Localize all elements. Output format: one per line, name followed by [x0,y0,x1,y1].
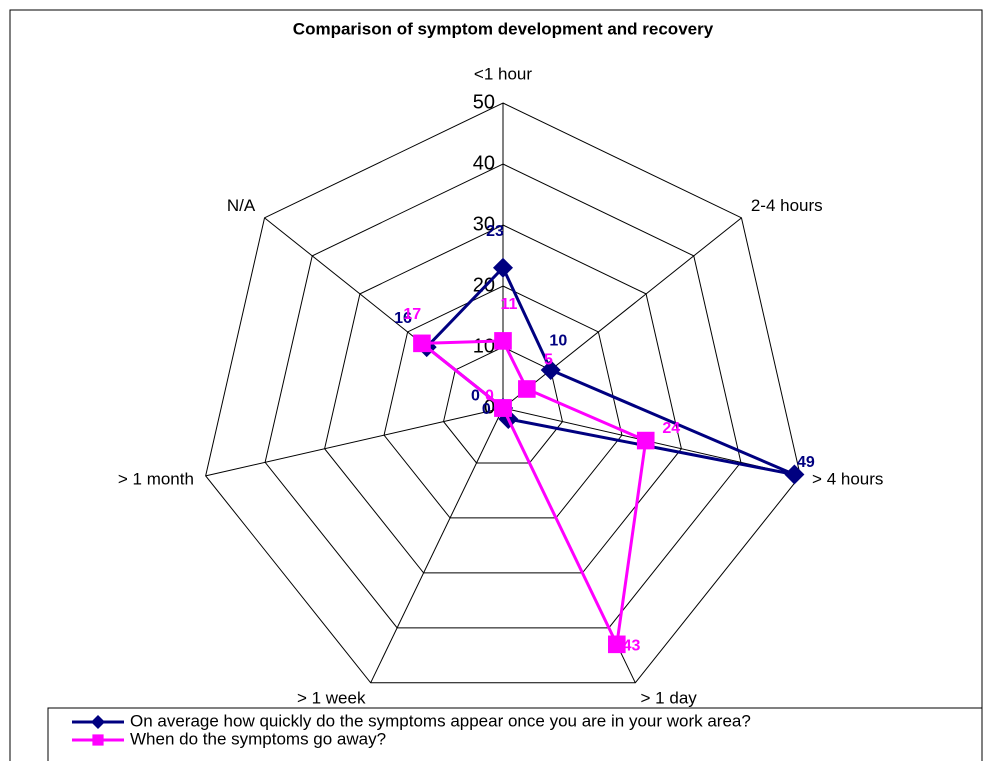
axis-spoke [370,407,504,684]
data-label: 16 [394,310,412,327]
marker [413,334,431,353]
grid-line [442,346,564,464]
grid-line [383,285,623,519]
legend-box [47,707,983,761]
marker [636,431,655,450]
marker [91,715,105,729]
category-label: > 1 week [297,688,366,707]
marker [518,380,536,398]
category-label: > 1 month [118,469,194,488]
grid-line [324,224,682,574]
marker [494,399,512,417]
data-label: 0 [485,388,494,405]
category-label: 2-4 hours [751,196,823,215]
marker [784,464,805,485]
axis-spoke [502,217,742,409]
data-label: 43 [623,638,641,655]
y-tick-label: 50 [473,91,495,113]
marker [493,257,513,278]
legend-label: When do the symptoms go away? [130,729,386,748]
y-tick-label: 10 [473,335,495,357]
data-label: 23 [486,223,504,240]
y-tick-label: 30 [473,213,495,235]
y-tick-label: 40 [473,152,495,174]
chart-title: Comparison of symptom development and re… [293,19,714,38]
category-label: > 4 hours [812,469,883,488]
chart-border [9,9,983,761]
data-label: 0 [471,388,480,405]
data-label: 17 [403,306,421,323]
category-label: N/A [227,196,256,215]
marker [540,359,561,380]
y-tick-label: 0 [484,396,495,418]
grid-line [205,102,801,684]
data-label: 10 [549,333,567,350]
data-label: 5 [544,352,553,369]
category-label: > 1 day [641,688,698,707]
marker [608,635,626,654]
data-label: 0 [482,401,491,418]
grid-line [264,163,742,629]
marker [494,332,512,350]
axis-spoke [205,407,504,477]
category-label: <1 hour [474,64,532,83]
data-label: 24 [662,420,680,437]
legend-label: On average how quickly do the symptoms a… [130,711,751,730]
data-label: 11 [501,296,518,313]
data-label: 49 [797,454,815,471]
marker [92,734,104,746]
